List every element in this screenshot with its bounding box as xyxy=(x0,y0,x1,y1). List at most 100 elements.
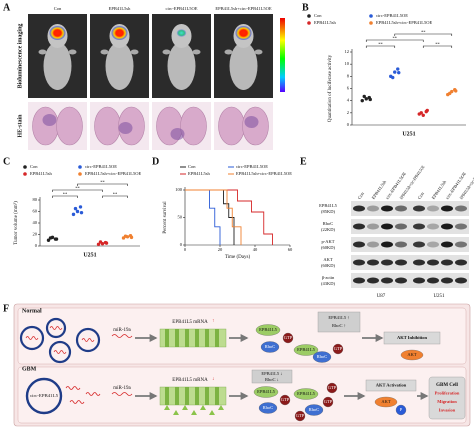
mrna-arrow: ↑ xyxy=(212,319,215,324)
mrna-fragment xyxy=(173,410,179,415)
data-point xyxy=(79,210,84,215)
data-point xyxy=(397,70,401,75)
legend-label: Con xyxy=(314,13,322,18)
section-label: GBM xyxy=(22,366,37,372)
mrna-stripe xyxy=(205,387,209,405)
panel-label: D xyxy=(152,156,159,167)
epb41l5-protein xyxy=(255,324,281,336)
y-tick-label: 20 xyxy=(33,232,38,237)
circ-rna-ring xyxy=(25,377,63,415)
blot-band xyxy=(427,205,439,212)
panel-label: A xyxy=(3,2,11,13)
rhoc-protein xyxy=(260,341,280,353)
data-point xyxy=(78,205,83,209)
brain-section xyxy=(180,106,207,146)
gtp xyxy=(322,396,334,408)
mrna-fragment xyxy=(164,405,170,410)
y-tick-label: 2 xyxy=(347,110,349,115)
data-point xyxy=(104,241,109,245)
rhoc-protein xyxy=(258,402,278,414)
blot-band xyxy=(381,241,393,248)
mirna-strand xyxy=(111,334,133,338)
rhoc-protein xyxy=(312,351,332,363)
mrna-stripe xyxy=(185,387,189,405)
blot-band xyxy=(353,259,365,266)
data-point xyxy=(75,209,80,214)
luminescence-signal xyxy=(235,26,252,40)
y-tick-label: 4 xyxy=(347,98,350,103)
data-point xyxy=(454,89,458,93)
significance-label: ** xyxy=(113,192,118,197)
row-label: RhoC xyxy=(323,221,334,226)
mouse-body xyxy=(43,42,72,90)
mrna-stripe xyxy=(215,387,219,405)
blot-band xyxy=(381,259,393,266)
gtp-label: GTP xyxy=(284,335,293,340)
blot-band xyxy=(441,277,453,284)
gtp-label: GTP xyxy=(281,397,290,402)
mouse-leg xyxy=(68,49,77,55)
legend-swatch xyxy=(307,21,311,25)
legend-label: Con xyxy=(30,164,38,169)
x-axis-label: U251 xyxy=(402,131,415,137)
cell-title: GBM Cell xyxy=(436,383,458,388)
significance-bracket xyxy=(77,183,128,186)
luminescence-signal xyxy=(176,29,187,37)
data-point xyxy=(393,70,397,74)
legend-label: EPB41L5sh+circ-EPB41L5OE xyxy=(376,20,433,25)
mouse-body xyxy=(105,42,134,90)
y-axis-label: Quantitation of luciferase activity xyxy=(328,54,333,122)
blot-band xyxy=(381,223,393,230)
y-axis-label: Tumor volume (mm³) xyxy=(13,201,19,245)
luminescence-signal xyxy=(49,26,66,40)
gtp xyxy=(326,382,338,394)
gtp-label: GTP xyxy=(328,385,337,390)
blot-band xyxy=(413,223,425,230)
outcome-box xyxy=(383,331,441,345)
epb41l5-protein xyxy=(293,344,319,356)
legend-swatch xyxy=(23,172,27,176)
mirna-strand xyxy=(25,336,39,340)
column-header: Con xyxy=(54,6,62,11)
tumor-region xyxy=(244,116,259,128)
gtp xyxy=(294,410,306,422)
data-point xyxy=(419,111,423,115)
gtp xyxy=(282,332,294,344)
rhoc-protein-label: RhoC xyxy=(309,407,320,412)
blot-band xyxy=(395,277,407,284)
mouse-leg xyxy=(100,49,109,55)
summary-label: RhoC ↑ xyxy=(332,323,346,328)
blot-band xyxy=(455,277,467,284)
mrna-label: EPB41L5 mRNA xyxy=(172,320,208,325)
legend-label: circ-EPB41L5OE xyxy=(85,164,117,169)
survival-curve xyxy=(185,189,221,245)
epb41l5-protein xyxy=(293,388,319,400)
blot-band xyxy=(367,223,379,230)
column-header: circ-EPB41L5OE xyxy=(166,6,198,11)
rhoc-protein-label: RhoC xyxy=(265,344,276,349)
x-tick-label: 40 xyxy=(253,247,258,252)
section-label: Normal xyxy=(22,308,42,314)
legend-label: EPB41L5sh xyxy=(188,171,211,176)
row-label: (60KD) xyxy=(321,245,335,250)
data-point xyxy=(364,97,368,101)
y-tick-label: 80 xyxy=(33,197,38,202)
blot-band xyxy=(367,259,379,266)
column-header: EPB41L5sh xyxy=(109,6,132,11)
outcome-box xyxy=(365,379,417,392)
significance-label: ** xyxy=(378,42,383,47)
color-bar xyxy=(280,18,285,92)
data-point xyxy=(129,235,134,240)
blot-band xyxy=(427,241,439,248)
column-header: Con xyxy=(357,191,366,201)
tumor-region xyxy=(42,114,57,126)
significance-label: ** xyxy=(75,186,80,191)
blot-band xyxy=(367,241,379,248)
data-point xyxy=(48,236,53,240)
mrna-fragment xyxy=(182,405,188,410)
row-label: (60KD) xyxy=(321,263,335,268)
survival-curve xyxy=(185,189,242,245)
data-point xyxy=(396,67,400,71)
rhoc-protein-label: RhoC xyxy=(317,354,328,359)
